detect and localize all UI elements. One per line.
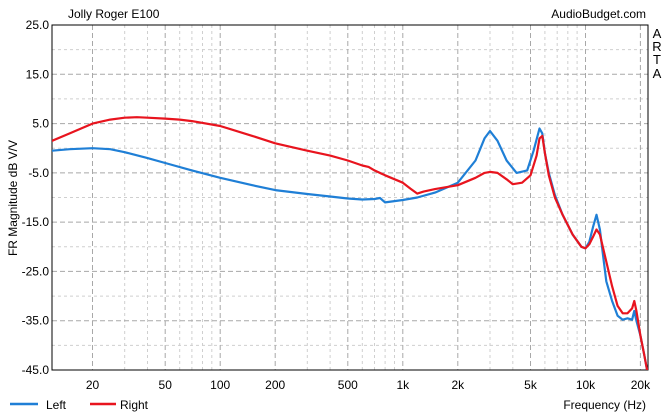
- series-line-right: [52, 116, 648, 370]
- x-tick-label: 1k: [396, 378, 410, 392]
- y-tick-label: -15.0: [22, 215, 50, 229]
- x-axis-label: Frequency (Hz): [563, 398, 646, 412]
- side-label-t: T: [653, 52, 661, 67]
- x-tick-label: 2k: [451, 378, 465, 392]
- y-tick-label: 15.0: [26, 67, 50, 81]
- chart-title: Jolly Roger E100: [68, 7, 160, 21]
- x-tick-label: 100: [210, 378, 230, 392]
- x-tick-label: 200: [265, 378, 285, 392]
- y-tick-label: 5.0: [32, 117, 49, 131]
- x-tick-label: 10k: [576, 378, 596, 392]
- side-label-r: R: [652, 39, 661, 54]
- x-tick-label: 50: [159, 378, 173, 392]
- legend-label-left: Left: [46, 398, 67, 412]
- y-tick-label: -25.0: [22, 264, 50, 278]
- y-tick-label: 25.0: [26, 18, 50, 32]
- legend-label-right: Right: [120, 398, 149, 412]
- side-label-a2: A: [653, 66, 662, 81]
- y-tick-label: -45.0: [22, 363, 50, 377]
- legend: Left Right: [10, 398, 149, 412]
- source-label: AudioBudget.com: [551, 7, 646, 21]
- side-label-a1: A: [653, 26, 662, 41]
- y-tick-label: -5.0: [28, 166, 49, 180]
- y-tick-label: -35.0: [22, 314, 50, 328]
- series-line-left: [52, 127, 648, 370]
- plot-frame: [51, 24, 649, 371]
- x-tick-label: 5k: [524, 378, 538, 392]
- x-tick-label: 500: [338, 378, 358, 392]
- x-tick-label: 20k: [631, 378, 651, 392]
- y-axis-label: FR Magnitude dB V/V: [6, 140, 20, 256]
- x-tick-label: 20: [86, 378, 100, 392]
